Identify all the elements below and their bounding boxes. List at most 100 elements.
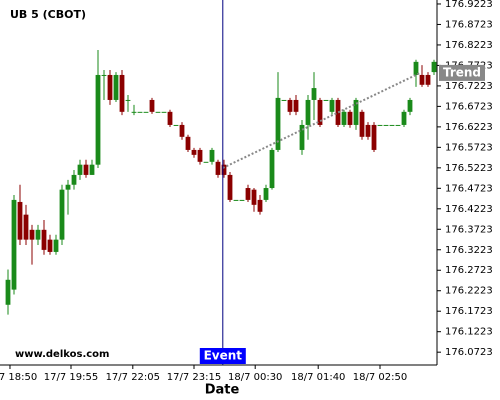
candle-body [5, 279, 11, 305]
x-tick-label: 17/7 18:50 [0, 372, 37, 383]
candle-body [377, 124, 383, 126]
candle-body [179, 124, 185, 137]
candle-body [173, 124, 179, 126]
candle-body [41, 229, 47, 250]
chart-title: UB 5 (CBOT) [10, 8, 86, 21]
candle-body [221, 164, 227, 175]
y-tick-label: 176.9223 [445, 0, 493, 10]
candle-body [281, 99, 287, 101]
x-axis-label: Date [205, 383, 240, 398]
candle-body [419, 74, 425, 85]
candle-body [407, 99, 413, 112]
candle-body [311, 88, 317, 100]
y-tick-label: 176.7223 [445, 81, 493, 92]
y-tick-label: 176.4723 [445, 183, 493, 194]
y-tick-label: 176.1223 [445, 327, 493, 338]
candle-body [233, 199, 239, 201]
candle-body [323, 99, 329, 101]
candle-body [197, 149, 203, 162]
candle-body [305, 99, 311, 125]
candle-body [131, 111, 137, 113]
candle-body [29, 229, 35, 240]
candle-body [257, 199, 263, 212]
candle-body [185, 136, 191, 150]
candle-body [59, 189, 65, 240]
candle-body [107, 74, 113, 100]
candle-body [113, 74, 119, 100]
candle-body [383, 124, 389, 126]
candle-body [245, 188, 251, 200]
candle-body [317, 99, 323, 125]
y-tick-label: 176.4223 [445, 204, 493, 215]
candle-body [401, 111, 407, 125]
y-tick-label: 176.6223 [445, 122, 493, 133]
trend-label: Trend [443, 65, 481, 79]
candle-body [137, 111, 143, 113]
candle-body [167, 111, 173, 125]
candle-body [365, 124, 371, 137]
candle-body [125, 99, 131, 101]
x-tick-label: 17/7 23:15 [167, 372, 221, 383]
candle-body [143, 111, 149, 113]
candle-body [395, 124, 401, 126]
y-tick-label: 176.3723 [445, 224, 493, 235]
event-label-box [199, 348, 246, 364]
candle-body [299, 124, 305, 150]
candle-body [269, 149, 275, 189]
candle-body [329, 99, 335, 112]
y-tick-label: 176.6723 [445, 101, 493, 112]
y-tick-label: 176.5223 [445, 163, 493, 174]
trend-label-box [439, 64, 485, 81]
y-tick-label: 176.8223 [445, 40, 493, 51]
candle-body [209, 149, 215, 162]
candle-body [335, 99, 341, 125]
candle-body [161, 111, 167, 113]
candle-body [263, 188, 269, 200]
y-tick-label: 176.2223 [445, 286, 493, 297]
candle-body [347, 111, 353, 125]
candle-body [251, 189, 257, 205]
x-tick-label: 18/7 02:50 [353, 372, 407, 383]
candle-body [341, 111, 347, 125]
candle-body [371, 124, 377, 150]
y-tick-label: 176.5723 [445, 142, 493, 153]
y-tick-label: 176.1723 [445, 306, 493, 317]
candle-body [425, 74, 431, 85]
candle-body [65, 184, 71, 190]
candle-body [191, 149, 197, 155]
candle-body [389, 124, 395, 126]
candle-body [239, 199, 245, 201]
candle-body [353, 99, 359, 125]
x-tick-label: 18/7 00:30 [228, 372, 282, 383]
candle-body [155, 111, 161, 113]
candle-body [149, 99, 155, 112]
y-tick-label: 176.0723 [445, 347, 493, 358]
candle-body [53, 239, 59, 252]
candle-body [11, 199, 17, 290]
candle-body [17, 201, 23, 240]
event-label: Event [204, 349, 243, 363]
candle-body [413, 61, 419, 75]
candle-body [275, 97, 281, 150]
candle-body [23, 214, 29, 240]
candle-body [35, 229, 41, 240]
candle-body [287, 99, 293, 112]
candle-body [227, 174, 233, 200]
y-tick-label: 176.3223 [445, 245, 493, 256]
candle-body [119, 74, 125, 112]
candle-body [431, 61, 437, 73]
y-tick-label: 176.8723 [445, 19, 493, 30]
candle-body [203, 161, 209, 163]
x-tick-label: 17/7 22:05 [106, 372, 160, 383]
candle-body [359, 111, 365, 137]
candle-body [101, 74, 107, 76]
candle-body [95, 74, 101, 165]
x-tick-label: 18/7 01:40 [291, 372, 345, 383]
y-tick-label: 176.2723 [445, 265, 493, 276]
candle-body [83, 164, 89, 175]
candle-body [71, 174, 77, 185]
candle-body [77, 164, 83, 175]
candle-body [89, 164, 95, 175]
candle-body [293, 99, 299, 112]
